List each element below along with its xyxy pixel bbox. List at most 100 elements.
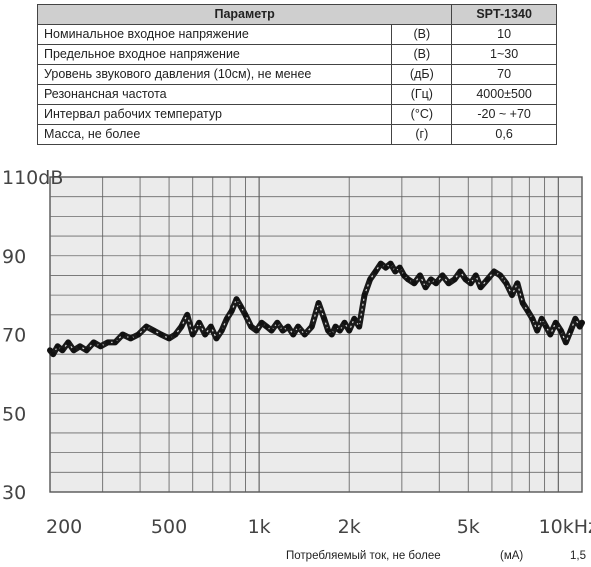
data-point: [563, 339, 569, 345]
data-point: [172, 331, 178, 338]
data-point: [229, 308, 235, 314]
data-point: [285, 324, 291, 330]
spec-param-name: Масса, не более: [36, 124, 393, 145]
spec-param-value: -20 ~ +70: [451, 104, 557, 125]
data-point: [346, 327, 352, 334]
spec-row: Резонансная частота (Гц) 4000±500: [36, 84, 557, 105]
data-point: [509, 292, 515, 298]
spec-param-name: Номинальное входное напряжение: [36, 24, 393, 45]
data-point: [248, 324, 254, 330]
data-point: [572, 316, 578, 322]
data-point: [478, 284, 484, 290]
data-point: [534, 327, 540, 334]
data-point: [411, 280, 417, 286]
data-point: [238, 304, 244, 310]
series-layer: [47, 260, 585, 358]
x-tick-label: 5k: [457, 516, 480, 538]
data-point: [77, 343, 83, 349]
data-point: [128, 335, 134, 342]
data-point: [468, 280, 474, 286]
data-point: [135, 331, 142, 338]
spec-row: Масса, не более (г) 0,6: [36, 124, 557, 145]
data-point: [392, 268, 398, 275]
spec-header-model: SPT-1340: [451, 4, 557, 25]
spec-param-name: Предельное входное напряжение: [36, 44, 393, 65]
data-point: [520, 300, 526, 306]
data-point: [539, 316, 545, 322]
spec-row: Интервал рабочих температур (°С) -20 ~ +70: [36, 104, 557, 125]
data-point: [405, 276, 411, 282]
data-point: [54, 343, 61, 349]
y-tick-label: 90: [2, 246, 26, 268]
spec-param-value: 1~30: [451, 44, 557, 65]
data-point: [290, 331, 296, 338]
data-point: [337, 327, 343, 334]
data-point: [47, 347, 53, 353]
spec-row: Предельное входное напряжение (В) 1~30: [36, 44, 557, 65]
data-point: [120, 331, 126, 338]
data-point: [491, 268, 497, 275]
data-point: [547, 331, 553, 338]
data-point: [59, 347, 65, 353]
data-point: [91, 339, 97, 345]
y-tick-label: 110dB: [2, 167, 63, 189]
data-point: [497, 272, 503, 279]
data-point: [397, 264, 403, 271]
data-point: [428, 276, 434, 282]
data-point: [143, 324, 150, 330]
data-point: [383, 264, 389, 271]
data-point: [367, 276, 373, 282]
spec-param-name: Уровень звукового давления (10см), не ме…: [36, 64, 393, 85]
spec-row: Номинальное входное напряжение (В) 10: [36, 24, 557, 45]
data-point: [417, 272, 423, 279]
data-point: [202, 331, 208, 338]
data-point: [184, 312, 190, 318]
data-point: [190, 331, 196, 338]
y-tick-label: 70: [2, 325, 26, 347]
spec-param-value: 10: [451, 24, 557, 45]
data-point: [503, 280, 509, 286]
x-tick-label: 2k: [338, 516, 361, 538]
y-tick-label: 30: [2, 482, 26, 504]
spec-param-unit: (Гц): [391, 84, 453, 105]
data-point: [529, 316, 536, 322]
data-point: [446, 280, 452, 286]
data-point: [553, 320, 559, 326]
spec-header-param: Параметр: [36, 4, 453, 25]
data-point: [224, 316, 230, 322]
data-point: [451, 276, 458, 282]
data-point: [105, 339, 111, 345]
data-point: [351, 316, 357, 322]
data-point: [219, 327, 225, 334]
data-point: [302, 331, 308, 338]
current-unit: (мА): [500, 550, 524, 562]
data-point: [378, 261, 384, 267]
data-point: [433, 280, 439, 286]
data-point: [65, 339, 71, 345]
data-point: [568, 327, 574, 334]
data-point: [543, 324, 549, 330]
data-point: [514, 280, 521, 286]
data-point: [97, 343, 104, 349]
spec-param-unit: (В): [391, 44, 453, 65]
data-point: [268, 327, 275, 334]
data-point: [325, 327, 331, 334]
data-point: [341, 320, 348, 326]
spec-table: Параметр SPT-1340 Номинальное входное на…: [36, 4, 557, 145]
chart-grid: [49, 176, 583, 493]
data-point: [295, 324, 301, 330]
data-point: [558, 327, 564, 334]
data-point: [315, 300, 322, 306]
data-point: [264, 324, 270, 330]
data-point: [178, 324, 185, 330]
data-point: [457, 268, 463, 275]
x-tick-label: 10kHz: [539, 516, 591, 538]
data-point: [151, 327, 157, 334]
data-point: [321, 316, 327, 322]
data-point: [525, 308, 531, 314]
data-point: [213, 335, 220, 342]
data-point: [356, 324, 362, 330]
data-point: [274, 320, 280, 326]
data-point: [253, 327, 260, 334]
data-point: [259, 320, 265, 326]
